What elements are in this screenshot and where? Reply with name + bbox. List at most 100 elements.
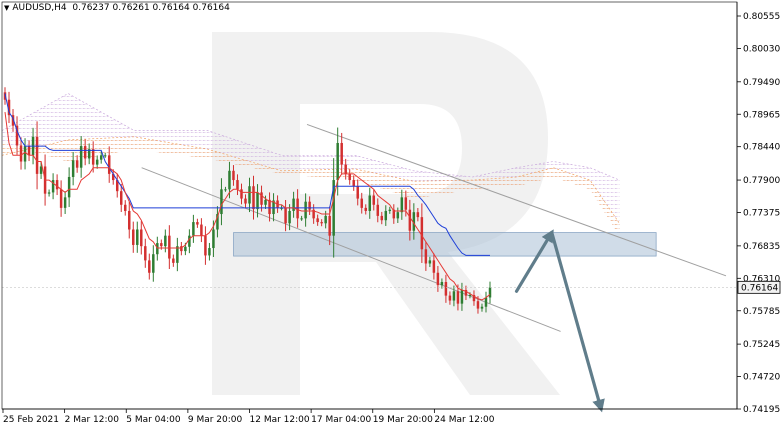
x-tick-label: 17 Mar 04:00 <box>311 415 371 425</box>
candle-body <box>480 306 484 309</box>
candle-body <box>328 215 331 236</box>
candle <box>264 195 267 209</box>
candle-body <box>460 290 464 304</box>
candle-body <box>99 155 103 160</box>
candle-body <box>128 210 131 230</box>
candle <box>456 284 460 311</box>
y-tick-label: 0.76310 <box>743 274 780 284</box>
candle <box>19 137 23 170</box>
candle-body <box>312 209 315 219</box>
candle-body <box>252 186 255 210</box>
x-tick-label: 12 Mar 12:00 <box>250 415 310 425</box>
x-tick-label: 25 Feb 2021 <box>3 415 59 425</box>
candle <box>115 173 119 198</box>
candle <box>396 207 400 224</box>
candle <box>256 184 259 218</box>
candle <box>340 132 343 175</box>
candle <box>284 199 287 232</box>
candle <box>79 136 83 178</box>
resistance-zone <box>233 232 657 257</box>
candle <box>180 241 183 256</box>
x-tick-label: 2 Mar 12:00 <box>65 415 120 425</box>
candle <box>364 204 367 215</box>
candle <box>348 169 351 185</box>
current-price-box <box>737 280 781 294</box>
candle <box>356 179 359 206</box>
candle-body <box>424 249 428 264</box>
candle-body <box>212 229 215 249</box>
candle-body <box>416 212 420 218</box>
y-tick-label: 0.75245 <box>743 340 780 350</box>
candle <box>95 155 99 169</box>
cloud-bullish-area <box>2 136 620 236</box>
indicator-lines <box>2 93 737 301</box>
candle-body <box>372 195 376 205</box>
candle <box>87 143 91 165</box>
candle <box>248 177 251 213</box>
channel-upper-line <box>306 123 727 277</box>
candle-body <box>156 243 159 255</box>
candle-body <box>35 136 39 174</box>
y-tick-label: 0.75785 <box>743 307 780 317</box>
forecast-arrow <box>550 230 605 413</box>
candle-body <box>340 142 343 165</box>
candle-body <box>268 199 271 215</box>
candle <box>424 241 428 271</box>
ohlc-values: 0.76237 0.76261 0.76164 0.76164 <box>72 3 230 13</box>
candle <box>244 194 247 208</box>
candle <box>404 190 408 217</box>
y-tick-label: 0.80555 <box>743 12 780 22</box>
forecast-arrow <box>514 229 554 293</box>
candle <box>488 281 492 304</box>
candle-body <box>160 243 163 247</box>
candle-body <box>476 301 480 309</box>
ichimoku-cloud <box>1 93 620 236</box>
candle-body <box>3 92 7 100</box>
candle-body <box>264 199 267 205</box>
candle-body <box>83 146 87 159</box>
candle-body <box>23 146 27 162</box>
candle-body <box>380 215 384 221</box>
candle <box>288 204 291 231</box>
candle-body <box>404 197 408 210</box>
candle <box>124 200 127 216</box>
candle-body <box>284 207 287 224</box>
candle-body <box>103 155 107 157</box>
candle <box>196 218 199 228</box>
candle-body <box>320 222 323 224</box>
candles <box>3 87 492 314</box>
candle-body <box>360 198 363 208</box>
candle-body <box>472 294 476 302</box>
candle-body <box>27 146 31 156</box>
candle <box>420 203 424 263</box>
candle-body <box>432 260 436 273</box>
candle-body <box>448 295 452 301</box>
candle <box>464 285 468 301</box>
candle <box>136 221 139 253</box>
candle-body <box>168 235 171 259</box>
candle <box>216 206 219 238</box>
candle <box>144 238 147 268</box>
candle <box>208 242 211 261</box>
candle <box>83 139 87 166</box>
candle <box>448 291 452 305</box>
candle-body <box>71 160 75 177</box>
candle-body <box>464 290 468 296</box>
candle-body <box>256 192 259 210</box>
candle <box>344 158 347 180</box>
candle-body <box>79 146 83 168</box>
candle-body <box>172 258 175 263</box>
candle-body <box>240 189 243 199</box>
candle <box>368 187 371 219</box>
candle-body <box>119 191 123 205</box>
dropdown-triangle-icon[interactable]: ▼ <box>4 4 10 12</box>
candle-body <box>316 218 319 223</box>
candle <box>300 215 303 221</box>
candle-body <box>95 159 99 165</box>
candle-body <box>164 235 167 247</box>
candle <box>472 290 476 306</box>
candle <box>59 180 63 217</box>
candle <box>304 193 307 227</box>
